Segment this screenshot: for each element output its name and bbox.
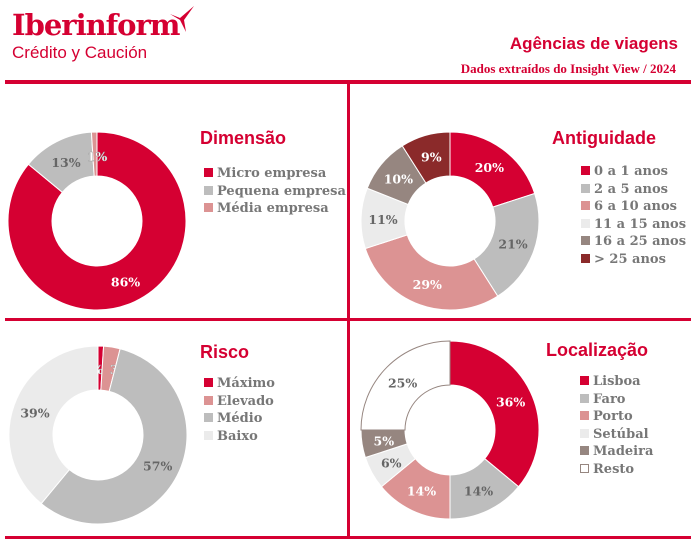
legend-swatch xyxy=(581,253,590,263)
data-label: 39% xyxy=(20,405,49,420)
logo-swoosh-icon xyxy=(170,6,194,32)
data-label: 20% xyxy=(475,160,504,175)
data-label: 29% xyxy=(413,277,442,292)
legend-swatch xyxy=(580,393,589,403)
legend: Máximo Elevado Médio Baixo xyxy=(204,375,275,445)
legend-label: Setúbal xyxy=(593,426,649,442)
legend-label: Máximo xyxy=(217,376,275,391)
legend-item: Máximo xyxy=(204,375,275,393)
data-label: 1% xyxy=(87,149,108,164)
donut-segment-3-0 xyxy=(449,340,540,488)
chart-title: Localização xyxy=(546,340,649,360)
legend-item: Elevado xyxy=(204,393,275,411)
legend-label: Pequena empresa xyxy=(217,183,346,199)
legend-label: Média empresa xyxy=(217,201,329,216)
legend-item: > 25 anos xyxy=(581,251,686,269)
logo: Iberinform Crédito y Caución xyxy=(12,6,194,63)
page-title: Agências de viagens xyxy=(509,34,678,53)
divider-vertical xyxy=(347,80,350,538)
legend-label: Elevado xyxy=(217,393,274,409)
legend-swatch xyxy=(204,378,213,387)
legend-label: Madeira xyxy=(593,444,654,459)
legend-swatch xyxy=(204,185,213,195)
legend-swatch xyxy=(204,203,213,212)
legend-swatch xyxy=(204,168,213,177)
chart-title: Risco xyxy=(200,342,250,362)
legend-item: 16 a 25 anos xyxy=(581,233,686,251)
legend-item: Lisboa xyxy=(580,373,653,391)
legend-swatch xyxy=(580,376,589,385)
data-label: 11% xyxy=(368,212,397,227)
data-label: 6% xyxy=(381,455,402,470)
data-label: 9% xyxy=(421,150,442,165)
chart-title: Antiguidade xyxy=(552,128,656,148)
donut-segment-0-0 xyxy=(7,131,187,311)
donut-segment-2-3 xyxy=(8,345,99,505)
legend-swatch xyxy=(581,236,590,245)
legend-item: Porto xyxy=(580,408,653,426)
legend-item: 0 a 1 anos xyxy=(581,163,686,181)
legend-swatch xyxy=(581,166,590,175)
legend-label: Médio xyxy=(217,411,263,426)
legend-swatch xyxy=(581,201,590,210)
legend-swatch xyxy=(580,446,589,455)
data-label: 57% xyxy=(143,458,172,473)
legend-item: Setúbal xyxy=(580,426,653,444)
legend-label: Faro xyxy=(593,391,626,407)
data-label: 13% xyxy=(51,155,80,170)
legend-label: 6 a 10 anos xyxy=(594,199,678,214)
legend-label: Micro empresa xyxy=(217,166,327,181)
logo-text: Iberinform xyxy=(12,8,180,42)
legend-label: 16 a 25 anos xyxy=(594,234,687,249)
data-label: 25% xyxy=(388,376,417,391)
donut-segment-1-5 xyxy=(401,131,451,184)
legend-swatch xyxy=(581,183,590,193)
legend-item: Resto xyxy=(580,461,653,479)
legend-item: Médio xyxy=(204,410,275,428)
legend: Micro empresa Pequena empresa Média empres… xyxy=(204,165,346,218)
legend-swatch xyxy=(580,411,589,420)
legend-label: 11 a 15 anos xyxy=(594,216,687,232)
legend-item: 11 a 15 anos xyxy=(581,216,686,234)
donut-segment-0-2 xyxy=(90,131,98,177)
data-label: 86% xyxy=(111,275,140,290)
legend: 0 a 1 anos 2 a 5 anos 6 a 10 anos 11 a 15 a… xyxy=(581,163,686,268)
data-label: 36% xyxy=(496,394,525,409)
legend-item: 2 a 5 anos xyxy=(581,181,686,199)
logo-subtext: Crédito y Caución xyxy=(12,43,148,62)
legend-item: 6 a 10 anos xyxy=(581,198,686,216)
donut-segment-1-2 xyxy=(364,234,499,311)
legend-item: Baixo xyxy=(204,428,275,446)
legend-swatch xyxy=(581,218,590,228)
donut-segment-2-2 xyxy=(40,348,188,525)
legend-item: Faro xyxy=(580,391,653,409)
legend-item: Micro empresa xyxy=(204,165,346,183)
page-subtitle: Dados extraídos do Insight View / 2024 xyxy=(460,61,676,76)
legend-label: Resto xyxy=(593,461,635,477)
legend-item: Madeira xyxy=(580,443,653,461)
legend-label: > 25 anos xyxy=(594,251,666,267)
chart-title: Dimensão xyxy=(200,128,287,148)
legend-item: Média empresa xyxy=(204,200,346,218)
data-label: 21% xyxy=(498,237,527,252)
legend-swatch xyxy=(204,413,213,422)
legend-swatch xyxy=(204,395,213,405)
legend-swatch xyxy=(580,463,589,473)
legend-swatch xyxy=(204,430,213,440)
legend-label: Lisboa xyxy=(593,374,641,389)
legend-label: 0 a 1 anos xyxy=(594,164,668,179)
legend-label: Porto xyxy=(593,409,633,424)
legend: Lisboa Faro Porto Setúbal Madeira Resto xyxy=(580,373,653,478)
data-label: 10% xyxy=(384,171,413,186)
legend-label: Baixo xyxy=(217,428,258,444)
data-label: 5% xyxy=(374,433,395,448)
data-label: 14% xyxy=(464,484,493,499)
data-label: 14% xyxy=(407,484,436,499)
legend-item: Pequena empresa xyxy=(204,183,346,201)
donut-segment-3-5 xyxy=(360,340,451,431)
legend-label: 2 a 5 anos xyxy=(594,181,668,197)
legend-swatch xyxy=(580,428,589,438)
